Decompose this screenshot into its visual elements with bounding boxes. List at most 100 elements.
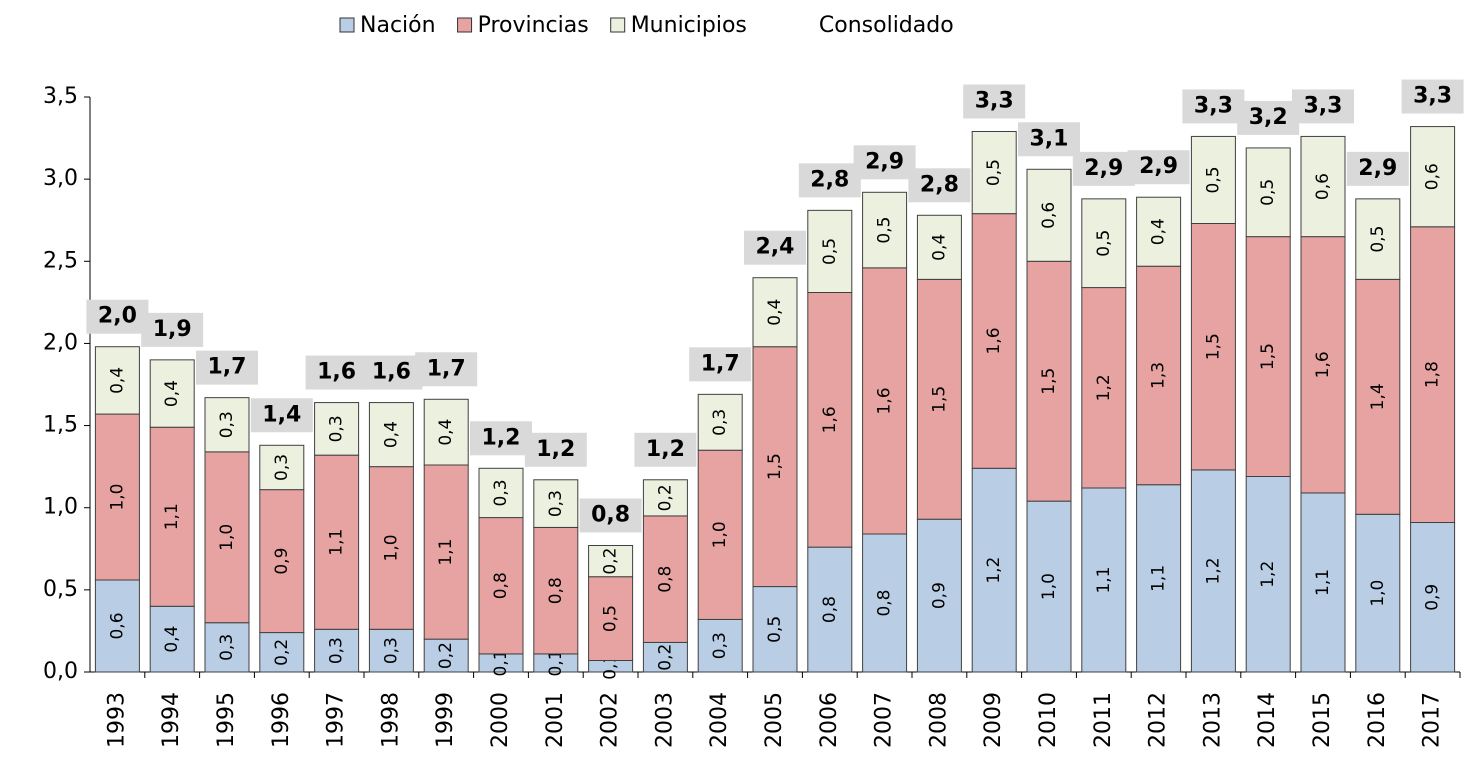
x-tick-label: 2006 [817,692,842,748]
segment-label: 1,1 [436,539,456,566]
total-label-box [196,350,258,385]
total-label-box [579,498,642,533]
total-label-box [853,145,916,180]
bar-segment [697,393,743,451]
bar-segment [1355,513,1401,673]
y-tick-label: 1,5 [43,413,78,438]
total-label-box [250,398,313,433]
segment-label: 0,3 [327,637,347,664]
bar-segment [588,545,634,578]
bar-segment [1300,492,1346,673]
total-label-box [744,230,806,265]
total-label-box [415,352,478,387]
legend-label: Provincias [478,13,589,38]
total-label-box [634,432,697,467]
y-tick-label: 0,5 [43,577,78,602]
bar-segment [149,426,195,607]
segment-label: 0,6 [1039,202,1059,229]
total-label: 3,1 [1030,126,1069,151]
bar-segment [314,628,360,673]
segment-label: 0,5 [601,605,621,632]
total-label: 1,7 [427,356,466,381]
x-tick-label: 2003 [652,692,677,748]
segment-label: 0,9 [929,582,949,609]
segment-label: 0,4 [929,234,949,261]
bar-segment [1136,265,1182,486]
segment-label: 1,0 [1039,573,1059,600]
segment-label: 1,1 [1313,569,1333,596]
y-tick-label: 3,5 [43,84,78,109]
bar-segment [1300,135,1346,238]
total-label: 2,9 [1084,156,1123,181]
x-tick-label: 2008 [926,692,951,748]
segment-label: 1,1 [1149,565,1169,592]
legend-label: Nación [360,13,436,38]
bar-segment [368,628,414,673]
segment-label: 1,2 [1094,374,1114,401]
segment-label: 0,5 [820,238,840,265]
total-label: 1,2 [536,437,575,462]
total-label-box [360,355,423,390]
segment-label: 0,1 [491,649,511,676]
bar-segment [94,413,140,581]
segment-label: 1,0 [217,524,237,551]
segment-label: 1,6 [1313,351,1333,378]
legend-swatch [610,17,626,33]
segment-label: 0,3 [546,490,566,517]
total-label: 3,3 [1413,84,1452,109]
y-tick-label: 1,0 [43,495,78,520]
x-tick-label: 2017 [1420,692,1445,748]
bar-segment [259,444,305,491]
x-tick-label: 2013 [1200,692,1225,748]
x-tick-label: 2010 [1036,692,1061,748]
x-tick-label: 1999 [433,692,458,748]
total-label: 1,2 [482,425,521,450]
total-label: 2,8 [810,167,849,192]
y-tick-label: 2,5 [43,248,78,273]
bar-segment [1190,469,1236,673]
total-label-box [1237,100,1300,135]
segment-label: 0,2 [655,484,675,511]
bar-segment [1136,196,1182,267]
bar-segment [368,466,414,630]
bar-segment [642,479,688,517]
bar-segment [971,213,1017,469]
segment-label: 0,5 [1368,226,1388,253]
total-label-box [1401,79,1464,114]
segment-label: 0,6 [1313,173,1333,200]
total-label: 2,9 [865,149,904,174]
x-tick-label: 2014 [1255,692,1280,748]
total-label-box [798,163,861,198]
total-label-box [470,421,532,456]
bar-segment [533,479,579,528]
x-tick-label: 1994 [159,692,184,748]
total-label-box [86,299,149,334]
segment-label: 0,3 [710,409,730,436]
x-tick-label: 1997 [324,692,349,748]
total-label: 1,7 [701,351,740,376]
segment-label: 0,5 [875,217,895,244]
segment-label: 0,2 [272,639,292,666]
segment-label: 0,5 [1258,179,1278,206]
bar-segment [1410,226,1456,524]
segment-label: 1,5 [1258,343,1278,370]
segment-label: 1,0 [1368,580,1388,607]
bar-segment [916,518,962,673]
total-label-box [1346,151,1409,186]
segment-label: 0,3 [710,632,730,659]
bar-segment [314,402,360,456]
total-label: 1,9 [153,317,192,342]
x-tick-label: 2004 [707,692,732,748]
bar-segment [423,464,469,640]
legend-swatch [339,17,355,33]
bar-segment [916,278,962,520]
total-label: 1,6 [372,360,411,385]
segment-label: 0,3 [327,415,347,442]
bar-segment [149,359,195,428]
total-label: 2,9 [1139,154,1178,179]
segment-label: 0,3 [272,454,292,481]
segment-label: 0,4 [162,380,182,407]
segment-label: 1,0 [107,484,127,511]
total-label: 1,6 [317,360,356,385]
segment-label: 0,2 [601,548,621,575]
